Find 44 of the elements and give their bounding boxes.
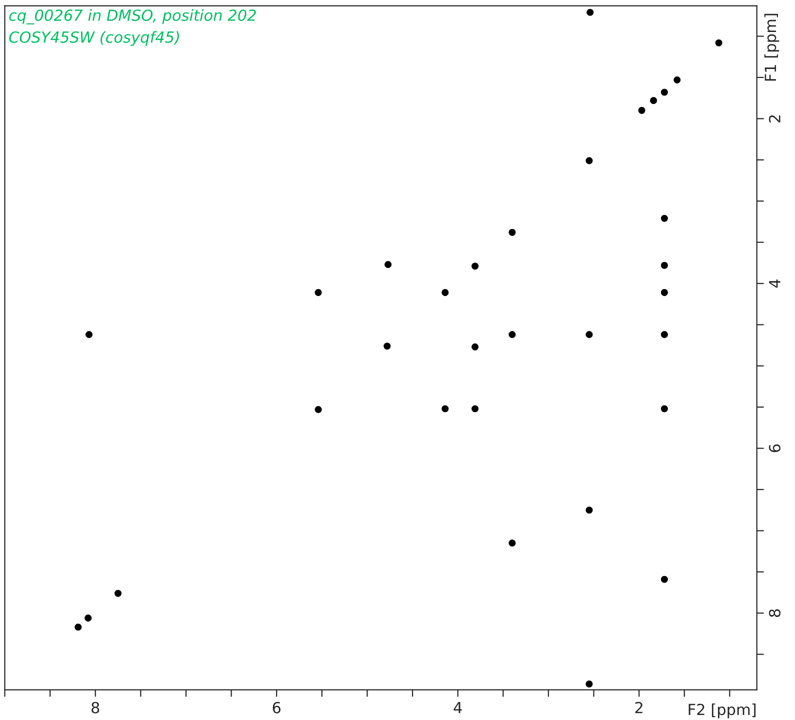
point (384, 261, 392, 268)
x-tick-label: 6 (272, 702, 280, 714)
point (586, 157, 593, 164)
point (660, 289, 668, 296)
annotation: cq_00267 in DMSO, position 202 (9, 9, 256, 24)
y-axis-title: F1 [ppm] (764, 14, 780, 81)
point (384, 342, 391, 350)
point (660, 331, 668, 338)
point (314, 406, 322, 414)
point (84, 614, 92, 622)
y-tick-label: 8 (768, 609, 780, 617)
x-tick-label: 2 (635, 702, 642, 714)
point (472, 262, 479, 270)
point (638, 106, 646, 114)
point (442, 405, 449, 412)
point (586, 506, 593, 514)
x-tick-label: 4 (454, 702, 462, 714)
x-tick-label: 8 (92, 702, 100, 714)
point (660, 214, 668, 222)
point (660, 405, 668, 412)
point (74, 624, 82, 631)
point (586, 331, 593, 338)
point (660, 88, 668, 96)
annotation: COSY45SW (cosyqf45) (9, 31, 179, 46)
point (472, 343, 479, 350)
y-tick-label: 6 (768, 444, 780, 452)
y-tick-label: 2 (768, 115, 780, 122)
point (508, 228, 516, 236)
point (715, 39, 722, 46)
point (508, 331, 516, 338)
point (442, 289, 449, 296)
point (472, 405, 479, 412)
point (114, 590, 122, 597)
point (660, 576, 668, 583)
point (674, 76, 681, 84)
y-tick-label: 4 (769, 279, 780, 288)
point (314, 289, 322, 296)
point (86, 331, 93, 338)
point (508, 540, 516, 547)
x-axis-title: F2 [ppm] (688, 703, 756, 718)
point (660, 262, 668, 269)
point (650, 97, 658, 104)
point (586, 680, 593, 688)
point (586, 8, 594, 16)
